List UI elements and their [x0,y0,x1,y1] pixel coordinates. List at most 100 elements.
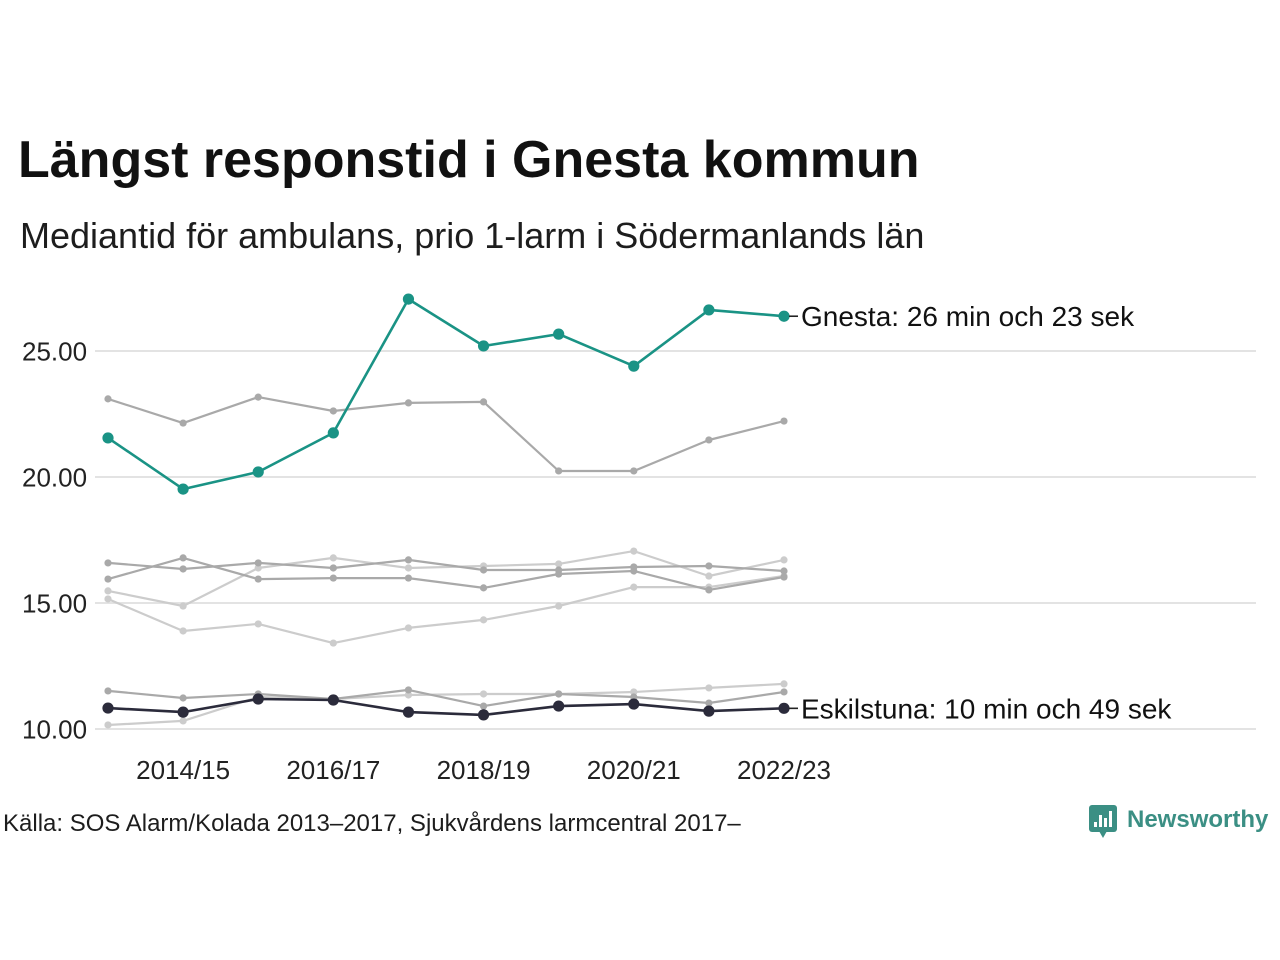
data-point [555,690,563,698]
data-point [179,694,187,702]
series-line [106,396,786,473]
series-line [106,556,786,592]
data-point [177,483,189,495]
data-point [780,573,788,581]
data-point [179,717,187,725]
series [104,554,788,594]
data-point [780,680,788,688]
x-tick-label: 2018/19 [437,755,531,785]
y-tick-label: 25.00 [22,337,87,367]
data-point [252,466,264,478]
data-point [479,566,488,574]
data-point [630,547,638,555]
data-point [254,575,262,583]
data-point [555,560,563,568]
data-point [402,706,415,718]
data-point [329,407,337,415]
series-end-label: Eskilstuna: 10 min och 49 sek [801,693,1172,724]
chart-title: Längst responstid i Gnesta kommun [18,131,920,189]
data-point [555,467,563,475]
series [104,556,788,575]
series-line [106,688,786,708]
data-point [705,684,713,692]
x-tick-label: 2016/17 [286,755,380,785]
data-point [104,559,112,567]
data-point [404,691,413,699]
brand-logo: Newsworthy [1088,804,1268,840]
data-point [555,602,563,610]
data-point [404,624,413,632]
x-tick-label: 2020/21 [587,755,681,785]
data-point [630,467,638,475]
x-tick-label: 2022/23 [737,755,831,785]
data-point [705,436,713,444]
data-point [327,427,339,439]
data-point [102,702,114,714]
data-point [179,627,187,635]
data-point [780,556,788,564]
data-point [479,690,488,698]
brand-name: Newsworthy [1127,806,1269,833]
highlighted-series: Eskilstuna: 10 min och 49 sek [102,693,1172,724]
data-point [104,721,112,729]
data-point [628,698,640,710]
series [104,680,788,729]
data-point [404,574,413,582]
data-point [254,564,262,572]
series [104,393,788,475]
data-point [778,702,790,714]
data-point [479,616,488,624]
data-point [780,567,788,575]
data-point [179,565,187,573]
series [104,547,788,610]
y-tick-label: 10.00 [22,715,87,745]
data-point [479,702,488,710]
data-point [404,399,413,407]
y-tick-label: 15.00 [22,589,87,619]
newsworthy-logo-icon [1088,804,1118,840]
data-point [705,586,713,594]
data-point [404,556,413,564]
data-point [252,693,264,705]
series-end-label: Gnesta: 26 min och 23 sek [801,301,1135,332]
y-axis: 10.00 15.00 20.00 25.00 [22,337,87,745]
data-point [479,584,488,592]
data-point [703,705,715,717]
series-line [106,682,786,727]
data-point [104,587,112,595]
data-point [630,688,638,696]
source-note: Källa: SOS Alarm/Kolada 2013–2017, Sjukv… [3,810,741,837]
data-point [254,559,262,567]
data-point [104,395,112,403]
data-point [254,620,262,628]
series-line [106,549,786,608]
series-line [106,697,786,717]
data-point [780,688,788,696]
data-point [104,687,112,695]
series-line [106,297,786,491]
chart-subtitle: Mediantid för ambulans, prio 1-larm i Sö… [20,215,925,256]
data-point [179,554,187,562]
data-point [254,393,262,401]
data-point [104,575,112,583]
data-point [553,328,565,340]
gridlines [95,350,1256,730]
data-point [705,562,713,570]
data-point [705,572,713,580]
data-point [402,293,415,305]
data-point [177,706,189,718]
data-point [179,602,187,610]
data-point [102,432,114,444]
data-point [329,639,337,647]
data-point [404,686,413,694]
data-point [327,694,339,706]
data-point [630,583,638,591]
data-point [477,709,490,721]
data-point [479,398,488,406]
data-point [329,554,337,562]
series-line [106,558,786,573]
data-point [555,570,563,578]
data-point [179,419,187,427]
